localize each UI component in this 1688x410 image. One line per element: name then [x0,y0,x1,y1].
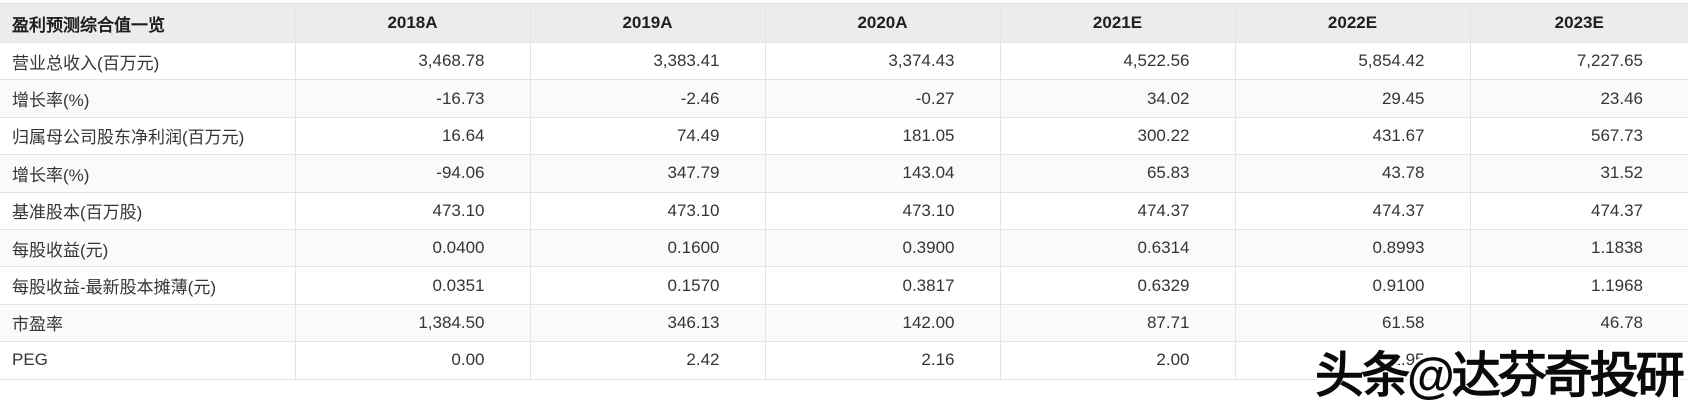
cell-value: 3,383.41 [529,42,765,81]
cell-value: 61.58 [1234,304,1470,343]
row-label: 每股收益-最新股本摊薄(元) [0,266,295,305]
cell-value: 1,384.50 [294,304,530,343]
cell-value: 0.6329 [999,266,1235,305]
row-label: 营业总收入(百万元) [0,42,295,81]
cell-value: 31.52 [1469,154,1688,193]
cell-value: 0.6314 [999,229,1235,268]
table-row: 增长率(%) -94.06 347.79 143.04 65.83 43.78 31.52 [0,154,1688,193]
cell-value: 473.10 [294,192,530,230]
table-header: 盈利预测综合值一览 2018A 2019A 2020A 2021E 2022E 2023E [0,3,1688,43]
row-label: 增长率(%) [0,154,295,193]
header-row: 盈利预测综合值一览 2018A 2019A 2020A 2021E 2022E 2023E [0,3,1688,43]
cell-value: 65.83 [999,154,1235,193]
table-row: 营业总收入(百万元) 3,468.78 3,383.41 3,374.43 4,522.… [0,42,1688,81]
cell-value: 0.00 [294,341,530,380]
cell-value: 142.00 [764,304,1000,343]
cell-value: 1.1838 [1469,229,1688,268]
table-body: 营业总收入(百万元) 3,468.78 3,383.41 3,374.43 4,522.… [0,42,1688,380]
cell-value: 431.67 [1234,117,1470,156]
table-row: 增长率(%) -16.73 -2.46 -0.27 34.02 29.45 23.46 [0,79,1688,118]
cell-value: 5,854.42 [1234,42,1470,81]
cell-value: 74.49 [529,117,765,156]
cell-value: -0.27 [764,79,1000,118]
cell-value: 0.1600 [529,229,765,268]
cell-value: 43.78 [1234,154,1470,193]
cell-value: 0.3817 [764,266,1000,305]
cell-value: 7,227.65 [1469,42,1688,81]
table-row: PEG 0.00 2.42 2.16 2.00 1.95 [0,341,1688,380]
column-header-2020a: 2020A [764,3,1000,43]
cell-value: 2.16 [764,341,1000,380]
column-header-2023e: 2023E [1469,3,1688,43]
table-row: 市盈率 1,384.50 346.13 142.00 87.71 61.58 46.78 [0,304,1688,343]
cell-value: 34.02 [999,79,1235,118]
cell-value: 29.45 [1234,79,1470,118]
cell-value: 473.10 [529,192,765,230]
cell-value: -16.73 [294,79,530,118]
table-row: 每股收益-最新股本摊薄(元) 0.0351 0.1570 0.3817 0.6329 0.… [0,266,1688,305]
cell-value [1469,341,1688,380]
table-row: 每股收益(元) 0.0400 0.1600 0.3900 0.6314 0.8993 1.1… [0,229,1688,268]
cell-value: 143.04 [764,154,1000,193]
table-row: 归属母公司股东净利润(百万元) 16.64 74.49 181.05 300.22 431… [0,117,1688,156]
cell-value: 346.13 [529,304,765,343]
cell-value: 300.22 [999,117,1235,156]
cell-value: 3,374.43 [764,42,1000,81]
cell-value: 46.78 [1469,304,1688,343]
table-row: 基准股本(百万股) 473.10 473.10 473.10 474.37 474.37 4… [0,192,1688,230]
row-label: 基准股本(百万股) [0,192,295,230]
cell-value: -94.06 [294,154,530,193]
row-label: 市盈率 [0,304,295,343]
cell-value: 474.37 [1234,192,1470,230]
row-label: PEG [0,341,295,380]
profit-forecast-table: 盈利预测综合值一览 2018A 2019A 2020A 2021E 2022E 2023E… [0,3,1688,380]
cell-value: 87.71 [999,304,1235,343]
cell-value: 347.79 [529,154,765,193]
cell-value: 181.05 [764,117,1000,156]
cell-value: 2.42 [529,341,765,380]
cell-value: 3,468.78 [294,42,530,81]
column-header-2022e: 2022E [1234,3,1470,43]
column-header-2021e: 2021E [999,3,1235,43]
cell-value: 23.46 [1469,79,1688,118]
cell-value: 0.0400 [294,229,530,268]
cell-value: 567.73 [1469,117,1688,156]
cell-value: 1.95 [1234,341,1470,380]
cell-value: 474.37 [1469,192,1688,230]
cell-value: 2.00 [999,341,1235,380]
cell-value: 473.10 [764,192,1000,230]
cell-value: 0.3900 [764,229,1000,268]
cell-value: 4,522.56 [999,42,1235,81]
row-label: 归属母公司股东净利润(百万元) [0,117,295,156]
column-header-2019a: 2019A [529,3,765,43]
cell-value: 0.0351 [294,266,530,305]
cell-value: -2.46 [529,79,765,118]
cell-value: 0.1570 [529,266,765,305]
column-header-2018a: 2018A [294,3,530,43]
cell-value: 16.64 [294,117,530,156]
table-title: 盈利预测综合值一览 [0,3,295,43]
row-label: 增长率(%) [0,79,295,118]
cell-value: 1.1968 [1469,266,1688,305]
cell-value: 474.37 [999,192,1235,230]
cell-value: 0.9100 [1234,266,1470,305]
cell-value: 0.8993 [1234,229,1470,268]
row-label: 每股收益(元) [0,229,295,268]
